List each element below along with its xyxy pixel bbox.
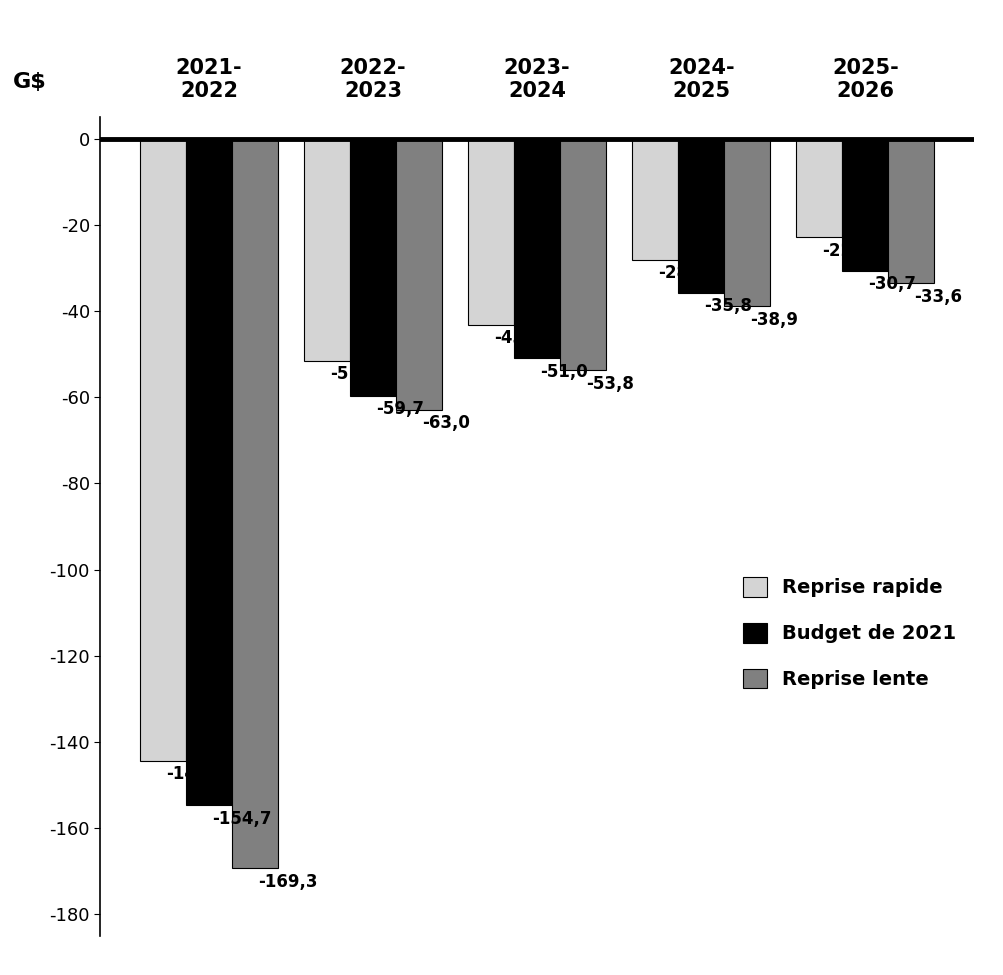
Text: -53,8: -53,8 bbox=[586, 374, 634, 393]
Text: -51,0: -51,0 bbox=[540, 363, 588, 380]
Bar bbox=[888, 138, 933, 284]
Bar bbox=[186, 138, 232, 805]
Bar bbox=[232, 138, 278, 869]
Bar bbox=[842, 138, 888, 271]
Text: -51,5: -51,5 bbox=[330, 365, 378, 383]
Bar bbox=[467, 138, 514, 325]
Text: G$: G$ bbox=[13, 72, 47, 93]
Bar bbox=[560, 138, 606, 370]
Text: -43,2: -43,2 bbox=[494, 330, 542, 347]
Bar bbox=[304, 138, 350, 361]
Text: -63,0: -63,0 bbox=[422, 414, 469, 433]
Text: -38,9: -38,9 bbox=[749, 311, 797, 329]
Bar bbox=[140, 138, 186, 760]
Bar bbox=[632, 138, 678, 260]
Bar bbox=[350, 138, 395, 396]
Text: -59,7: -59,7 bbox=[376, 400, 424, 418]
Text: -144,3: -144,3 bbox=[166, 764, 226, 783]
Bar bbox=[795, 138, 842, 237]
Bar bbox=[723, 138, 769, 306]
Text: -154,7: -154,7 bbox=[212, 809, 272, 828]
Text: -22,9: -22,9 bbox=[821, 242, 870, 259]
Legend: Reprise rapide, Budget de 2021, Reprise lente: Reprise rapide, Budget de 2021, Reprise … bbox=[735, 569, 963, 697]
Text: -28,2: -28,2 bbox=[658, 264, 706, 283]
Bar bbox=[678, 138, 723, 292]
Bar bbox=[395, 138, 441, 410]
Text: -30,7: -30,7 bbox=[868, 275, 916, 293]
Bar bbox=[514, 138, 560, 359]
Text: -33,6: -33,6 bbox=[914, 288, 962, 306]
Text: -169,3: -169,3 bbox=[258, 873, 317, 890]
Text: -35,8: -35,8 bbox=[704, 297, 751, 315]
